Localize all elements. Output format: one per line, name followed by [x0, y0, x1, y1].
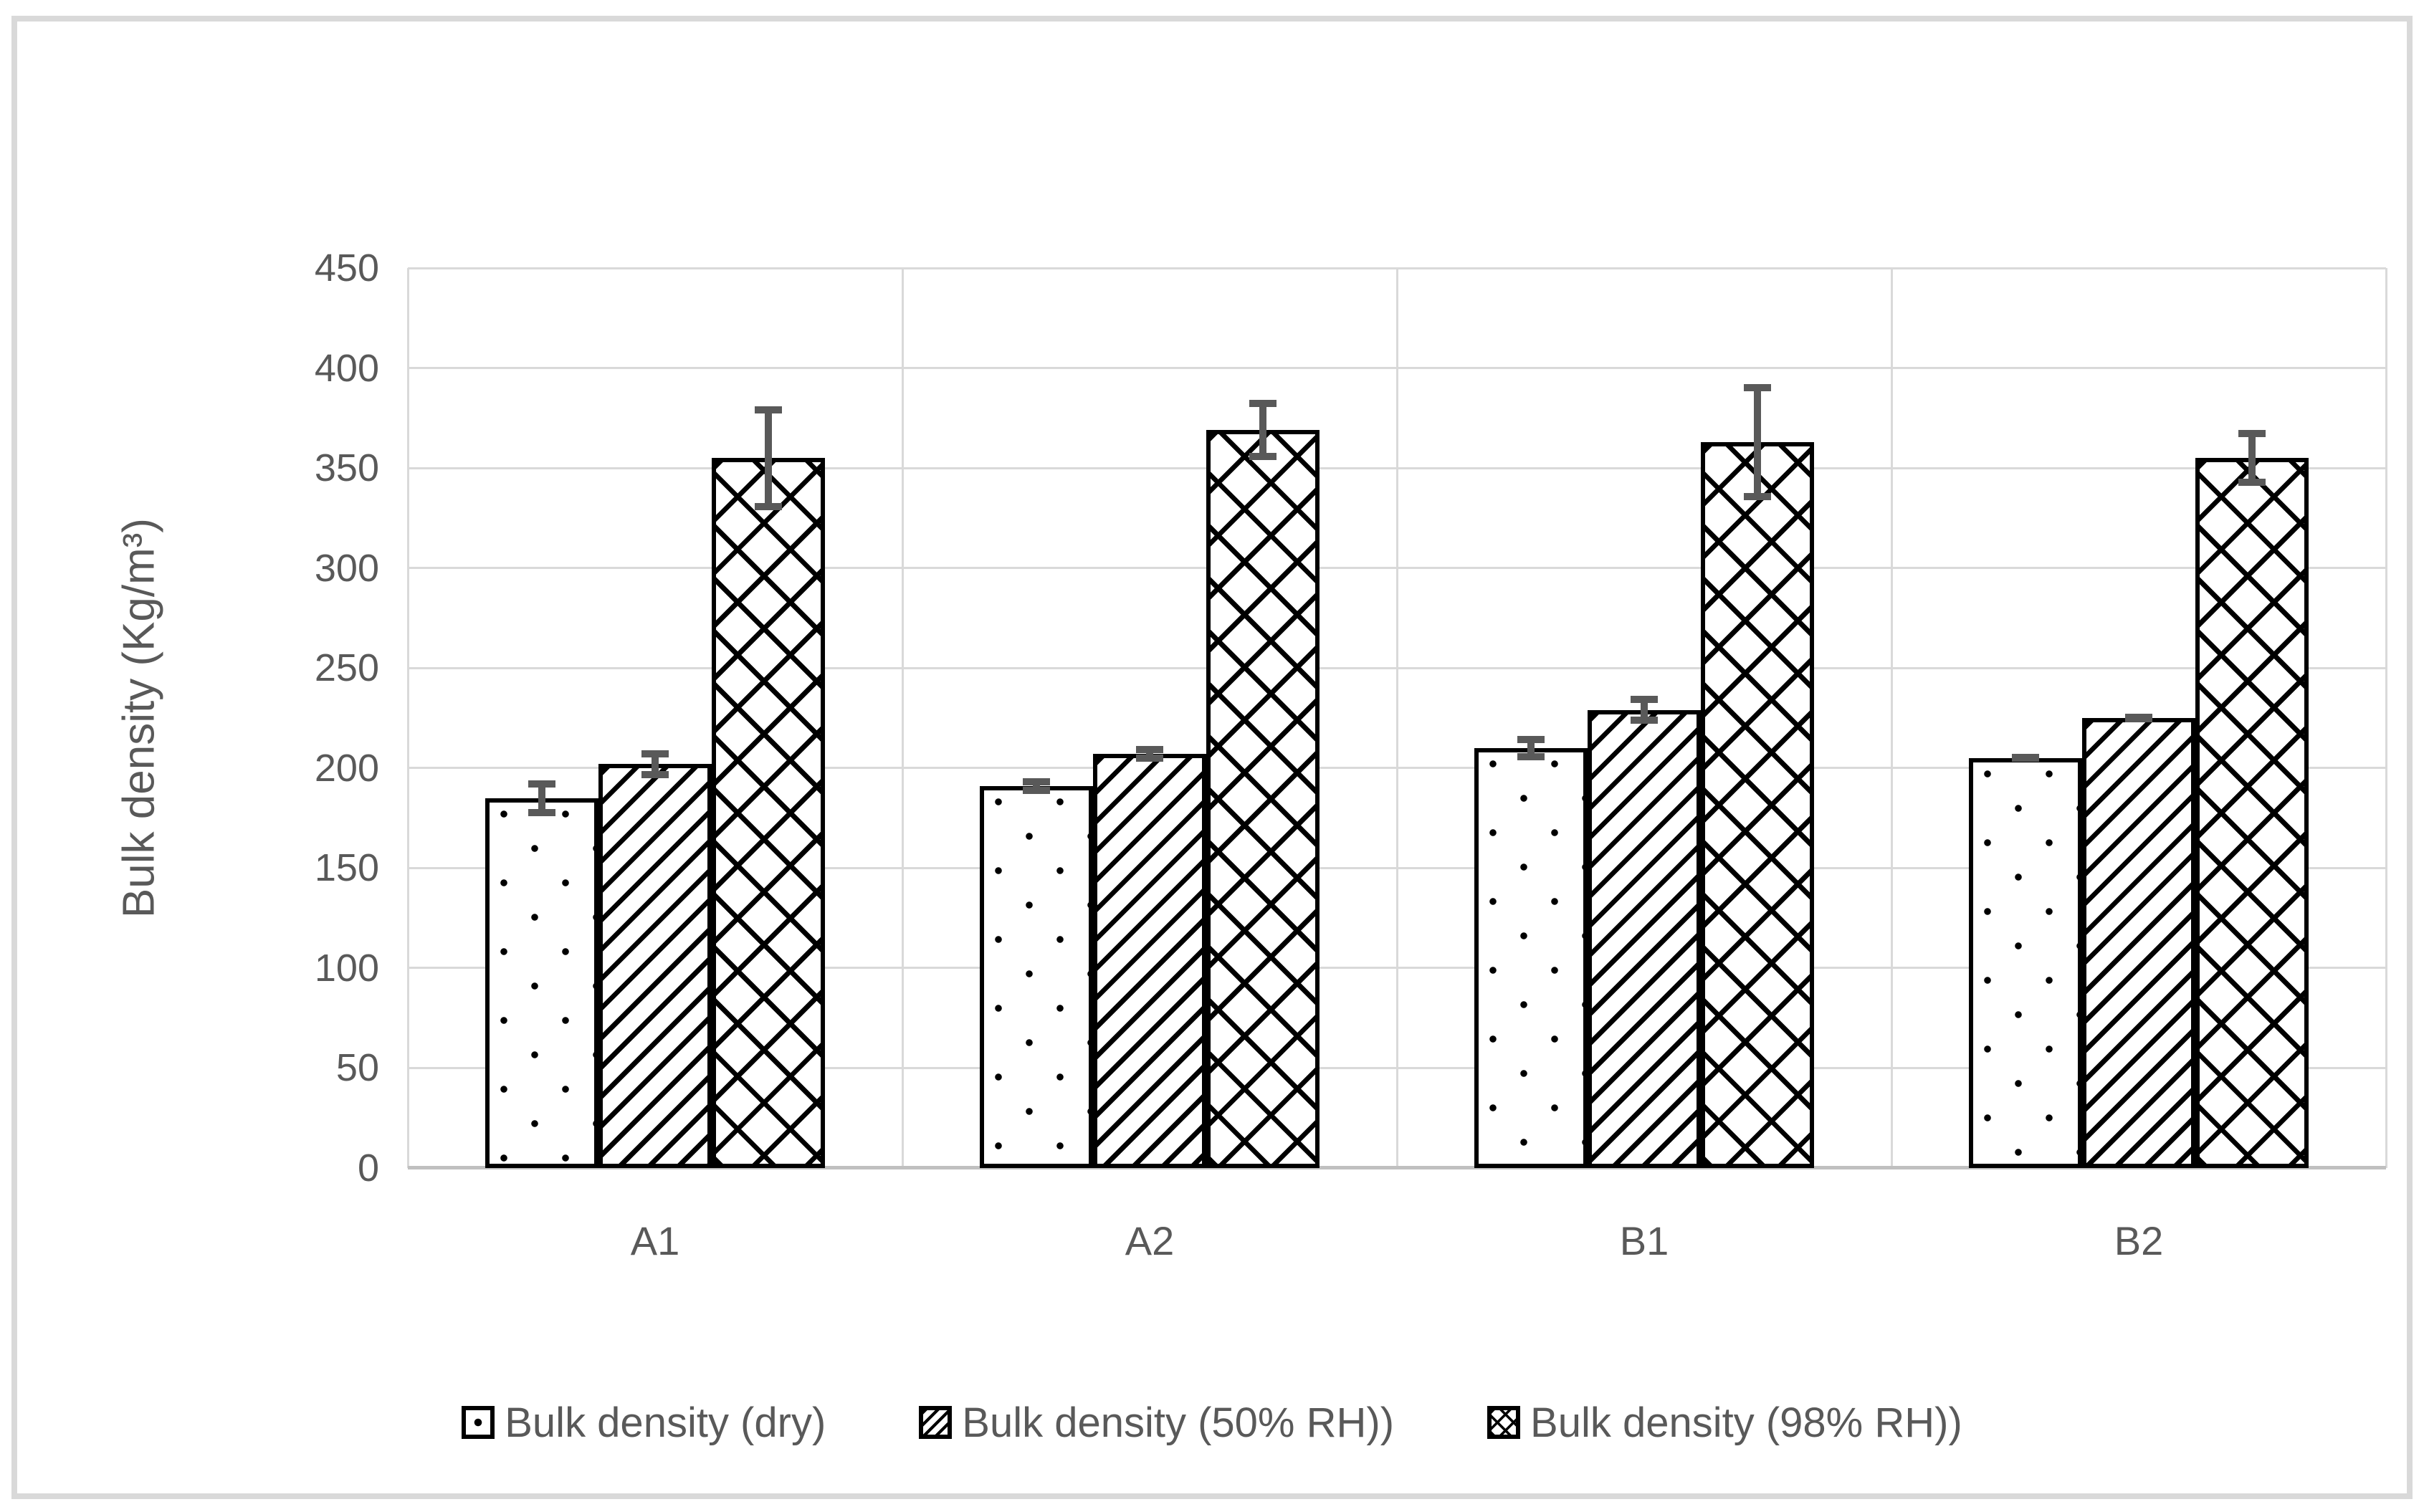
chart-frame: Bulk density (Kg/m³) 0 50 100 150 200 250 300 3…: [11, 16, 2413, 1499]
y-tick-label-450: 450: [314, 247, 379, 290]
y-tick-label-300: 300: [314, 546, 379, 590]
bar-B2-series3: [2195, 458, 2309, 1168]
legend-swatch-diagonal: [919, 1406, 953, 1439]
gridline-vertical-0: [406, 268, 409, 1168]
y-tick-label-50: 50: [335, 1046, 379, 1090]
gridline-vertical-4: [2385, 268, 2387, 1168]
legend-item-1: Bulk density (dry): [462, 1399, 826, 1447]
legend-swatch-dots: [462, 1406, 495, 1439]
error-bar-cap-bottom: [1136, 755, 1163, 762]
error-bar-stem: [2248, 430, 2256, 487]
error-bar-stem: [765, 406, 772, 510]
y-tick-label-100: 100: [314, 946, 379, 990]
legend-label-2: Bulk density (50% RH)): [962, 1399, 1395, 1446]
error-bar-A2-series1: [1023, 777, 1050, 795]
error-bar-stem: [1527, 736, 1535, 760]
error-bar-stem: [1754, 383, 1761, 500]
error-bar-stem: [1033, 777, 1040, 795]
error-bar-cap-bottom: [1023, 787, 1050, 795]
bar-B2-series1: [1969, 757, 2082, 1168]
bar-A2-series1: [980, 785, 1093, 1168]
error-bar-A1-series1: [528, 780, 555, 816]
legend: Bulk density (dry) Bulk density (50% RH))…: [17, 1387, 2407, 1458]
y-tick-label-200: 200: [314, 746, 379, 790]
error-bar-cap-top: [1136, 746, 1163, 754]
legend-label-1: Bulk density (dry): [505, 1399, 826, 1446]
error-bar-B2-series1: [2012, 754, 2039, 762]
error-bar-B2-series3: [2238, 430, 2266, 487]
y-axis-title: Bulk density (Kg/m³): [114, 517, 164, 919]
error-bar-cap-top: [755, 406, 782, 413]
x-axis-line: [408, 1166, 2386, 1169]
error-bar-B1-series1: [1517, 736, 1545, 760]
bar-B1-series1: [1474, 747, 1588, 1168]
bar-B2-series2: [2082, 718, 2195, 1168]
error-bar-stem: [538, 780, 545, 816]
error-bar-stem: [1146, 746, 1153, 762]
error-bar-cap-bottom: [1631, 717, 1658, 724]
error-bar-cap-bottom: [1744, 492, 1771, 500]
error-bar-cap-top: [1744, 383, 1771, 391]
x-category-label-A1: A1: [630, 1218, 680, 1263]
error-bar-cap-top: [2238, 430, 2266, 438]
error-bar-cap-bottom: [528, 808, 555, 816]
error-bar-B1-series2: [1631, 696, 1658, 724]
error-bar-B2-series2: [2125, 714, 2152, 722]
error-bar-A1-series2: [641, 750, 669, 778]
bar-B1-series3: [1701, 441, 1814, 1168]
bar-B1-series2: [1588, 709, 1701, 1168]
error-bar-cap-bottom: [1249, 452, 1277, 460]
error-bar-cap-bottom: [641, 770, 669, 778]
y-tick-label-400: 400: [314, 346, 379, 390]
error-bar-cap-top: [1249, 400, 1277, 408]
y-tick-label-250: 250: [314, 646, 379, 690]
x-category-label-B2: B2: [2114, 1218, 2164, 1263]
error-bar-cap-top: [641, 750, 669, 757]
error-bar-cap-bottom: [755, 502, 782, 510]
plot-area: [406, 267, 2387, 1169]
legend-label-3: Bulk density (98% RH)): [1530, 1399, 1962, 1446]
error-bar-cap-top: [1023, 777, 1050, 785]
bar-A1-series1: [485, 798, 598, 1168]
error-bar-B1-series3: [1744, 383, 1771, 500]
error-bar-cap-bottom: [2238, 479, 2266, 487]
gridline-vertical-1: [901, 268, 904, 1168]
legend-item-3: Bulk density (98% RH)): [1487, 1399, 1962, 1447]
error-bar-cap-top: [528, 780, 555, 788]
error-bar-stem: [1259, 400, 1266, 460]
y-tick-label-350: 350: [314, 446, 379, 490]
error-bar-stem: [1641, 696, 1648, 724]
error-bar-cap-bottom: [1517, 752, 1545, 760]
bar-A1-series2: [598, 764, 712, 1168]
gridline-vertical-2: [1395, 268, 1398, 1168]
gridline-vertical-3: [1890, 268, 1893, 1168]
error-bar-cap-top: [1631, 696, 1658, 704]
error-bar-cap-top: [1517, 736, 1545, 744]
y-tick-label-150: 150: [314, 846, 379, 890]
legend-swatch-crosshatch: [1487, 1406, 1521, 1439]
y-tick-label-0: 0: [357, 1147, 379, 1190]
error-bar-A2-series3: [1249, 400, 1277, 460]
error-bar-cap-bottom: [2012, 755, 2039, 762]
bar-A1-series3: [712, 458, 825, 1168]
legend-item-2: Bulk density (50% RH)): [919, 1399, 1394, 1447]
error-bar-A2-series2: [1136, 746, 1163, 762]
error-bar-A1-series3: [755, 406, 782, 510]
bar-A2-series3: [1206, 430, 1320, 1168]
error-bar-stem: [652, 750, 659, 778]
x-category-label-B1: B1: [1619, 1218, 1669, 1263]
bar-A2-series2: [1093, 754, 1206, 1168]
error-bar-cap-bottom: [2125, 714, 2152, 722]
x-category-label-A2: A2: [1125, 1218, 1175, 1263]
